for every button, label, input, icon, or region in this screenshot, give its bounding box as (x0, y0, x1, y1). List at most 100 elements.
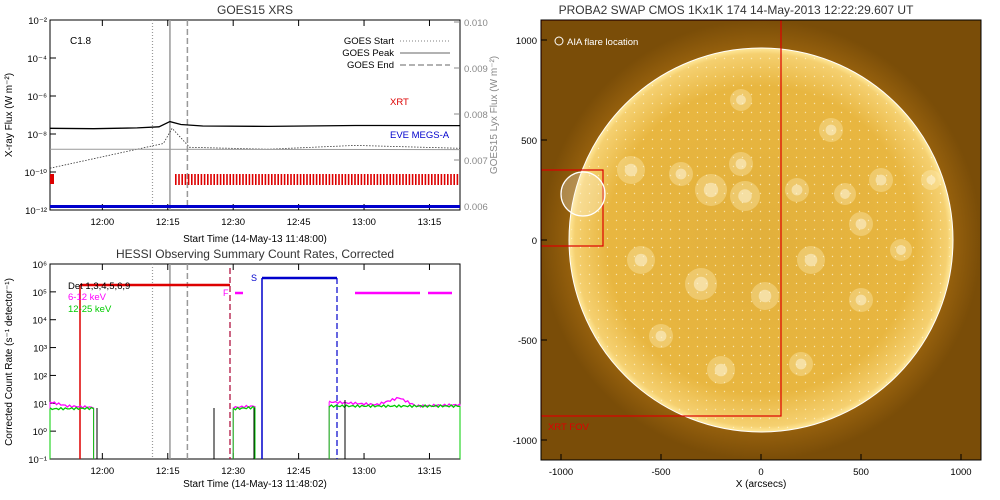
sun-limb (568, 47, 954, 433)
hessi-state-lines (79, 268, 452, 459)
goes-x-tick-label: 12:45 (287, 217, 311, 228)
swap-x-tick-label: 1000 (950, 467, 971, 478)
goes-xrt-flag-tick (373, 174, 375, 185)
aia-legend-circle (554, 36, 564, 46)
goes-xrt-flag-tick (370, 174, 372, 185)
hessi-y-tick-label: 10² (33, 371, 47, 382)
goes-right-y-tick-label: 0.010 (464, 18, 488, 29)
goes-right-y-ticks: 0.006 0.007 0.008 0.009 0.010 (454, 18, 488, 213)
hessi-series (49, 396, 461, 459)
goes-xrt-flag-tick (399, 174, 401, 185)
goes-xrt-flag-tick (440, 174, 443, 185)
goes-xrt-flag-tick (389, 174, 391, 185)
goes-xrt-flag-tick (383, 174, 385, 185)
goes-xrt-flag-tick (287, 174, 289, 185)
goes-xrt-flag-tick (274, 174, 276, 185)
goes-right-y-tick-label: 0.009 (464, 64, 488, 75)
goes-xrt-flag-tick (415, 174, 417, 185)
goes-xrt-flag-tick (226, 174, 228, 185)
goes-xrt-flag-tick (331, 174, 334, 185)
legend-goes-end: GOES End (347, 60, 394, 71)
goes-xrt-flag-tick (418, 174, 420, 185)
goes-xrt-flag-tick (242, 174, 244, 185)
goes-xrt-flag-tick (235, 174, 238, 185)
goes-plot-frame (49, 19, 461, 211)
swap-image-panel: PROBA2 SWAP CMOS 1Kx1K 174 14-May-2013 1… (513, 3, 982, 490)
swap-y-tick-label: 0 (532, 236, 537, 247)
hessi-y-ticks: 10⁻¹ 10⁰ 10¹ 10² 10³ 10⁴ 10⁵ 10⁶ (28, 260, 56, 466)
hessi-y-tick-label: 10⁵ (32, 288, 47, 299)
goes-xrt-flag-tick (376, 174, 379, 185)
xrt-fov-label: XRT FOV (548, 422, 589, 433)
goes-xrt-flag-bars (175, 174, 459, 185)
goes-xrt-flag-tick (213, 174, 215, 185)
swap-y-tick-label: 500 (521, 136, 537, 147)
swap-title: PROBA2 SWAP CMOS 1Kx1K 174 14-May-2013 1… (559, 3, 915, 17)
goes-y-tick-label: 10⁻¹² (25, 206, 47, 217)
goes-x-tick-label: 12:15 (156, 217, 180, 228)
goes-xrt-flag-tick (261, 174, 263, 185)
goes-xrt-flag-tick (405, 174, 407, 185)
sun-dot-grid (571, 50, 951, 430)
goes-xrt-flag-tick (335, 174, 337, 185)
hessi-x-tick-label: 12:30 (221, 466, 245, 477)
hessi-flag-f: F (223, 288, 229, 298)
goes-xrt-flag-tick (309, 174, 311, 185)
goes-xrt-label: XRT (390, 97, 409, 108)
goes-xrt-flag-tick (306, 174, 308, 185)
flare-brightening (561, 172, 605, 216)
goes-xrt-flag-tick (427, 174, 430, 185)
hessi-series-1-segment (328, 404, 461, 409)
hessi-flag-s: S (251, 273, 257, 283)
goes-xrt-flag-tick (175, 174, 177, 185)
goes-xrt-flag-tick (258, 174, 260, 185)
goes-xrt-flag-tick (203, 174, 206, 185)
goes-xrt-flag-tick (184, 174, 187, 185)
goes-x-tick-label: 13:15 (418, 217, 442, 228)
goes-xrt-flag-tick (216, 174, 219, 185)
goes-xrt-flag-tick (210, 174, 212, 185)
goes-xrt-flag-tick (411, 174, 414, 185)
swap-overlays (541, 20, 782, 417)
hessi-panel: HESSI Observing Summary Count Rates, Cor… (4, 247, 461, 490)
hessi-x-tick-label: 12:00 (90, 466, 114, 477)
goes-xrt-flag-tick (187, 174, 190, 185)
swap-y-tick-label: -500 (518, 336, 537, 347)
goes-xrt-flag-tick (303, 174, 305, 185)
goes-xrt-flag-tick (248, 174, 251, 185)
goes-xrt-flag-tick (280, 174, 283, 185)
hessi-y-tick-label: 10⁴ (32, 316, 47, 327)
goes-xrt-flag-tick (191, 174, 193, 185)
hessi-dropouts (96, 400, 346, 459)
hessi-series-0-segment (328, 396, 461, 408)
goes-xrt-flag-tick (360, 174, 363, 185)
goes-xrt-flag-tick (271, 174, 273, 185)
goes-xrt-flag-tick (363, 174, 366, 185)
hessi-x-tick-label: 13:15 (418, 466, 442, 477)
goes-xrt-flag-tick (431, 174, 433, 185)
goes-xrt-flag-tick (408, 174, 411, 185)
goes-xrt-flag-tick (312, 174, 315, 185)
goes-xrt-flag-tick (178, 174, 180, 185)
hessi-x-axis-label: Start Time (14-May-13 11:48:02) (183, 479, 327, 490)
legend-goes-peak: GOES Peak (342, 48, 394, 59)
hessi-legend: Det 1,3,4,5,6,9 6-12 keV 12-25 keV (68, 281, 130, 315)
goes-x-tick-label: 12:30 (221, 217, 245, 228)
goes-xrt-flag-tick (283, 174, 286, 185)
goes-y-ticks: 10⁻¹² 10⁻¹⁰ 10⁻⁸ 10⁻⁶ 10⁻⁴ 10⁻² (24, 16, 56, 217)
legend-goes-start: GOES Start (344, 36, 395, 47)
hessi-event-lines (151, 264, 189, 459)
goes-xrt-flag-tick (255, 174, 257, 185)
goes-xrt-flag-tick (299, 174, 302, 185)
hessi-y-tick-label: 10⁰ (33, 427, 48, 438)
goes-y-tick-label: 10⁻² (28, 16, 47, 27)
swap-y-ticks: -1000 -500 0 500 1000 (513, 36, 547, 447)
goes-xrt-flag-tick (290, 174, 292, 185)
hessi-y-axis-label: Corrected Count Rate (s⁻¹ detector⁻¹) (4, 278, 15, 446)
aia-flare-circle (560, 171, 606, 217)
goes-xrt-flag-tick (347, 174, 350, 185)
legend-6-12kev: 6-12 keV (68, 292, 107, 303)
goes-xrt-flag-start (50, 174, 54, 184)
goes-xrt-flag-tick (443, 174, 446, 185)
